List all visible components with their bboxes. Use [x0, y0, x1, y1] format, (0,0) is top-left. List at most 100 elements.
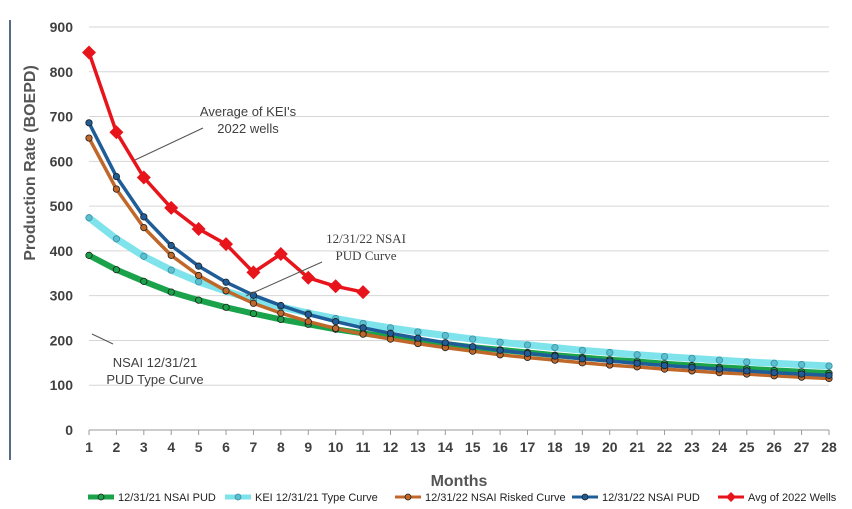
data-point — [112, 172, 121, 181]
data-point — [246, 265, 261, 280]
x-tick-label: 6 — [222, 439, 230, 455]
data-point — [112, 185, 121, 193]
legend-item-3: 12/31/22 NSAI PUD — [572, 492, 700, 504]
series-line — [85, 214, 833, 370]
data-point — [249, 299, 258, 307]
data-point — [414, 328, 422, 336]
data-point — [167, 288, 175, 296]
y-tick-label: 0 — [65, 422, 73, 438]
data-point — [523, 349, 532, 358]
x-axis-title: Months — [431, 473, 488, 490]
x-tick-label: 9 — [304, 439, 312, 455]
data-point — [469, 335, 477, 343]
legend: 12/31/21 NSAI PUD KEI 12/31/21 Type Curve… — [88, 492, 837, 504]
data-point — [136, 170, 151, 185]
data-point — [332, 324, 340, 332]
data-point — [523, 341, 532, 349]
data-point — [277, 315, 285, 323]
x-tick-label: 11 — [356, 439, 371, 455]
y-tick-label: 300 — [50, 288, 74, 304]
x-tick-label: 23 — [684, 439, 700, 455]
x-tick-label: 1 — [85, 439, 93, 455]
data-point — [304, 310, 312, 319]
data-point — [85, 134, 93, 142]
x-tick-label: 25 — [739, 439, 755, 455]
data-point — [222, 287, 230, 295]
annotations: Average of KEI's 2022 wells 12/31/22 NSAI P… — [91, 104, 406, 387]
data-point — [715, 356, 723, 364]
annotation-leader — [245, 261, 323, 297]
data-point — [496, 338, 504, 346]
y-tick-label: 900 — [50, 19, 74, 35]
series-3 — [85, 119, 833, 379]
data-point — [328, 279, 343, 294]
series-line — [87, 50, 365, 294]
data-point — [277, 301, 285, 310]
data-point — [112, 235, 121, 243]
y-axis-title: Production Rate (BOEPD) — [22, 65, 39, 261]
annotation-leader — [134, 127, 204, 161]
x-tick-label: 28 — [821, 439, 837, 455]
x-tick-label: 19 — [575, 439, 591, 455]
data-point — [164, 200, 179, 215]
data-point — [359, 324, 367, 332]
legend-swatch-marker — [97, 493, 105, 501]
data-point — [112, 266, 121, 274]
data-point — [414, 334, 422, 342]
series-line — [87, 136, 831, 381]
data-point — [167, 251, 175, 259]
data-point — [469, 343, 477, 351]
annotation-text: NSAI 12/31/21 — [113, 355, 198, 370]
data-point — [140, 224, 148, 232]
legend-item-2: 12/31/22 NSAI Risked Curve — [395, 492, 566, 504]
legend-swatch-marker — [726, 492, 736, 502]
series-4 — [82, 45, 371, 300]
gridlines — [89, 26, 829, 431]
data-point — [219, 237, 234, 252]
data-point — [191, 221, 206, 236]
data-point — [578, 355, 586, 363]
data-point — [825, 362, 833, 370]
x-tick-label: 15 — [465, 439, 481, 455]
x-tick-label: 12 — [383, 439, 399, 455]
data-point — [167, 266, 175, 274]
data-point — [578, 346, 586, 354]
data-point — [633, 351, 641, 359]
data-point — [222, 278, 230, 286]
x-tick-label: 13 — [410, 439, 426, 455]
data-point — [688, 363, 696, 371]
data-point — [770, 359, 778, 367]
y-tick-label: 700 — [50, 109, 74, 125]
data-point — [140, 213, 148, 221]
data-point — [85, 119, 93, 127]
data-point — [195, 296, 203, 304]
y-tick-label: 500 — [50, 198, 74, 214]
y-tick-label: 400 — [50, 243, 74, 259]
x-tick-label: 2 — [113, 439, 121, 455]
annotation-text: 12/31/22 NSAI — [326, 231, 406, 246]
x-axis-ticks: 1 2 3 4 5 6 7 8 9 10 11 12 13 14 15 16 17 18 19 20 21 22 23 24 2… — [85, 430, 837, 455]
annotation-leader — [91, 333, 114, 345]
data-point — [441, 339, 449, 347]
x-tick-label: 18 — [547, 439, 563, 455]
legend-item-0: 12/31/21 NSAI PUD — [88, 492, 216, 504]
series-layer — [82, 45, 833, 383]
data-point — [304, 318, 312, 326]
data-point — [797, 361, 806, 369]
x-tick-label: 8 — [277, 439, 285, 455]
data-point — [277, 309, 285, 317]
x-tick-label: 17 — [520, 439, 536, 455]
data-point — [140, 277, 148, 285]
data-point — [496, 346, 504, 354]
legend-swatch-marker — [404, 493, 412, 501]
x-tick-label: 10 — [328, 439, 344, 455]
y-tick-label: 800 — [50, 64, 74, 80]
x-tick-label: 14 — [438, 439, 454, 455]
data-point — [195, 271, 203, 280]
x-tick-label: 20 — [602, 439, 618, 455]
x-tick-label: 26 — [766, 439, 782, 455]
annotation-text: 2022 wells — [217, 121, 279, 136]
legend-item-4: Avg of 2022 Wells — [718, 492, 837, 504]
legend-swatch-marker — [581, 493, 589, 501]
data-point — [743, 358, 751, 366]
